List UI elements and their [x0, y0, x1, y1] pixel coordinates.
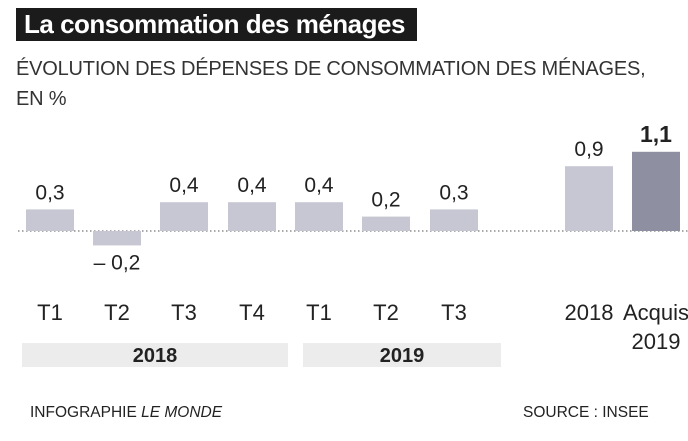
chart-subtitle: ÉVOLUTION DES DÉPENSES DE CONSOMMATION D…	[16, 58, 646, 110]
group-band-2018	[22, 343, 288, 367]
bar-5	[295, 202, 343, 231]
bar-6	[362, 216, 410, 231]
bar-value-label-9: 1,1	[640, 121, 672, 147]
bar-value-label-1: 0,3	[35, 181, 64, 204]
credit-prefix: INFOGRAPHIE	[30, 404, 137, 421]
category-label-9-line-2: 2019	[632, 329, 681, 354]
bar-3	[160, 202, 208, 231]
bar-1	[26, 209, 74, 231]
source: SOURCE : INSEE	[523, 404, 649, 421]
category-label-3: T3	[171, 300, 197, 325]
credit: INFOGRAPHIE LE MONDE	[30, 404, 222, 422]
bar-2	[93, 231, 141, 246]
credit-name: LE MONDE	[141, 404, 223, 421]
bar-value-label-6: 0,2	[371, 189, 400, 212]
category-label-7: T3	[441, 300, 467, 325]
bar-8	[565, 166, 613, 231]
group-band-2019	[303, 343, 501, 367]
chart-title: La consommation des ménages	[16, 8, 417, 41]
category-label-5: T1	[306, 300, 332, 325]
bar-7	[430, 209, 478, 231]
category-label-9-line-1: Acquis	[623, 300, 688, 325]
bar-value-label-7: 0,3	[439, 181, 468, 204]
group-label-2019: 2019	[380, 345, 425, 367]
category-label-8: 2018	[565, 300, 614, 325]
bar-9	[632, 151, 680, 231]
category-label-4: T4	[239, 300, 265, 325]
bar-value-label-4: 0,4	[237, 174, 267, 197]
category-label-2: T2	[104, 300, 130, 325]
category-label-1: T1	[37, 300, 63, 325]
bar-value-label-3: 0,4	[169, 174, 199, 197]
bar-value-label-2: – 0,2	[94, 251, 141, 274]
bar-4	[228, 202, 276, 231]
category-label-6: T2	[373, 300, 399, 325]
bar-value-label-8: 0,9	[574, 138, 603, 161]
group-label-2018: 2018	[133, 345, 178, 367]
bar-value-label-5: 0,4	[304, 174, 334, 197]
